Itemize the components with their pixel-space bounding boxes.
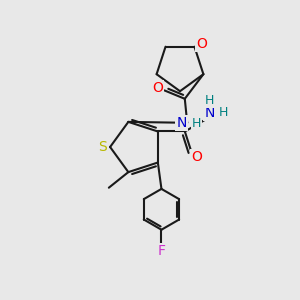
Text: F: F — [158, 244, 166, 258]
Text: N: N — [177, 116, 187, 130]
Text: H: H — [191, 117, 201, 130]
Text: O: O — [196, 37, 207, 51]
Text: O: O — [191, 150, 202, 164]
Text: S: S — [98, 140, 107, 154]
Text: H: H — [219, 106, 228, 119]
Text: O: O — [152, 81, 163, 95]
Text: H: H — [205, 94, 214, 107]
Text: N: N — [205, 106, 215, 120]
